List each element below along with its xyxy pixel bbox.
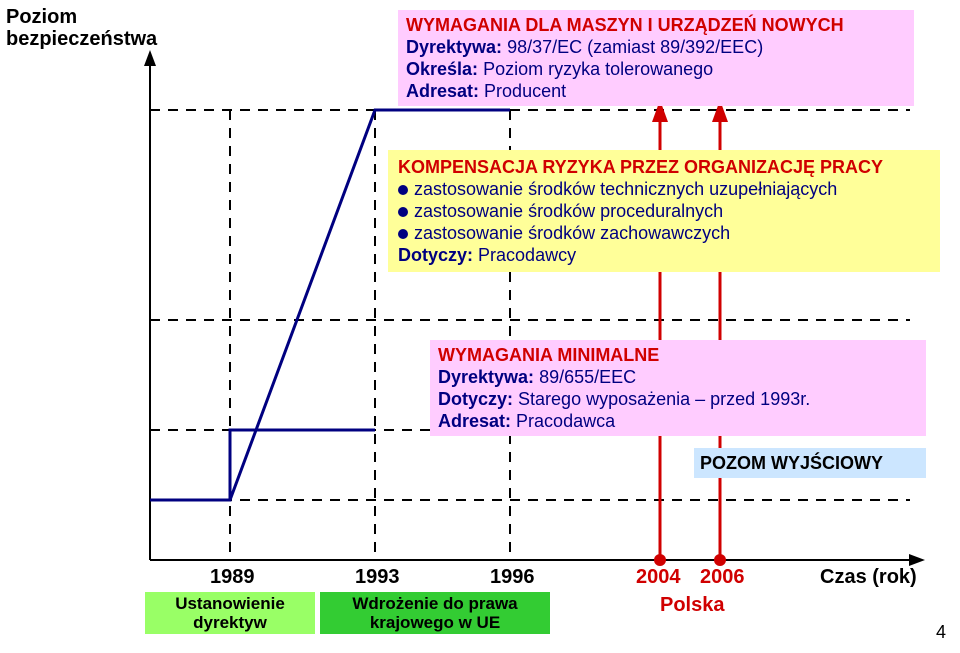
mid-box-footer: Dotyczy: Pracodawcy: [398, 244, 930, 266]
xaxis-label: Czas (rok): [820, 566, 917, 589]
top-box-title: WYMAGANIA DLA MASZYN I URZĄDZEŃ NOWYCH: [406, 14, 906, 36]
page-number: 4: [936, 622, 946, 643]
min-box-title: WYMAGANIA MINIMALNE: [438, 344, 918, 366]
mid-box-title: KOMPENSACJA RYZYKA PRZEZ ORGANIZACJĘ PRA…: [398, 156, 930, 178]
bullet-icon: [398, 185, 408, 195]
xtick-2004: 2004: [636, 566, 681, 589]
xtick-1989: 1989: [210, 566, 255, 589]
min-box-line3: Adresat: Pracodawca: [438, 410, 918, 432]
compensation-box: KOMPENSACJA RYZYKA PRZEZ ORGANIZACJĘ PRA…: [388, 150, 940, 272]
xtick-1993: 1993: [355, 566, 400, 589]
mid-box-bullet3: zastosowanie środków zachowawczych: [398, 222, 930, 244]
bullet-icon: [398, 207, 408, 217]
min-box-line1: Dyrektywa: 89/655/EEC: [438, 366, 918, 388]
mid-box-bullet1: zastosowanie środków technicznych uzupeł…: [398, 178, 930, 200]
label-wdrozenie: Wdrożenie do prawa krajowego w UE: [320, 592, 550, 634]
requirements-min-box: WYMAGANIA MINIMALNE Dyrektywa: 89/655/EE…: [430, 340, 926, 436]
bullet-icon: [398, 229, 408, 239]
label-ustanowienie: Ustanowienie dyrektyw: [145, 592, 315, 634]
top-box-line2: Określa: Poziom ryzyka tolerowanego: [406, 58, 906, 80]
xtick-2006: 2006: [700, 566, 745, 589]
top-box-line3: Adresat: Producent: [406, 80, 906, 102]
y-axis-label: Poziom bezpieczeństwa: [6, 6, 157, 50]
baseline-text: POZOM WYJŚCIOWY: [700, 453, 883, 473]
min-box-line2: Dotyczy: Starego wyposażenia – przed 199…: [438, 388, 918, 410]
requirements-new-box: WYMAGANIA DLA MASZYN I URZĄDZEŃ NOWYCH D…: [398, 10, 914, 106]
xtick-1996: 1996: [490, 566, 535, 589]
top-box-line1: Dyrektywa: 98/37/EC (zamiast 89/392/EEC): [406, 36, 906, 58]
baseline-box: POZOM WYJŚCIOWY: [694, 448, 926, 478]
label-polska: Polska: [660, 594, 724, 617]
mid-box-bullet2: zastosowanie środków proceduralnych: [398, 200, 930, 222]
